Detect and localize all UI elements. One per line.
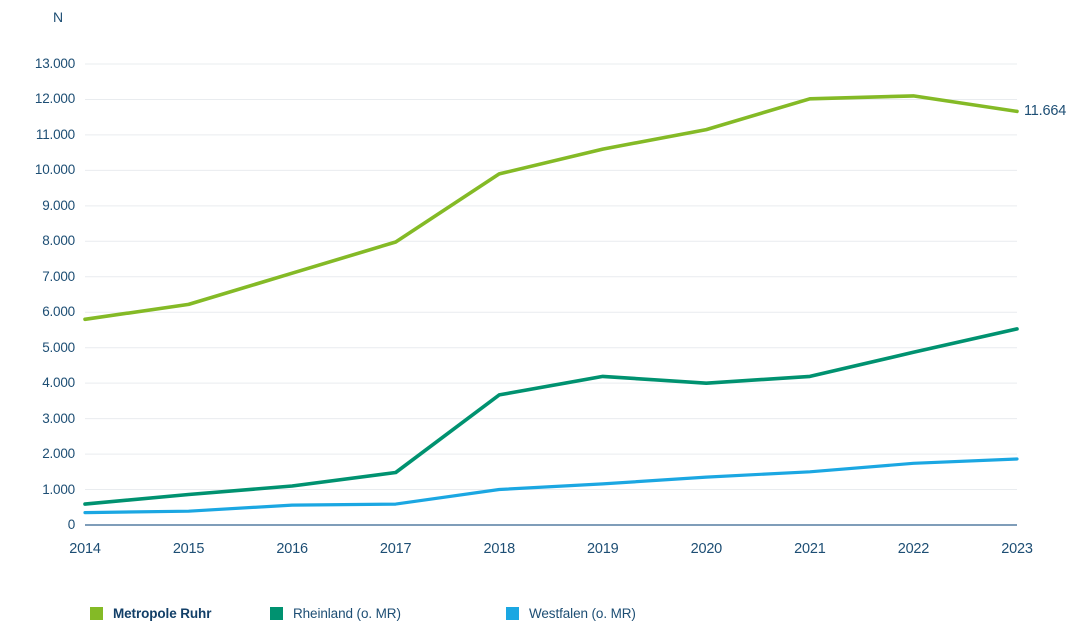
y-tick-label: 13.000 — [34, 56, 75, 71]
y-tick-label: 8.000 — [42, 233, 75, 249]
x-tick-label: 2017 — [379, 541, 412, 557]
x-tick-label: 2022 — [897, 541, 930, 557]
x-tick-label: 2014 — [69, 541, 101, 557]
legend-swatch-icon — [90, 606, 103, 620]
legend-label: Metropole Ruhr — [113, 605, 212, 621]
y-tick-label: 12.000 — [34, 91, 75, 107]
legend-swatch-icon — [270, 606, 283, 620]
line-rheinland-o-mr — [83, 327, 1019, 506]
y-tick-label: 3.000 — [42, 410, 75, 426]
y-tick-label: 1.000 — [42, 481, 75, 497]
x-tick-label: 2021 — [794, 541, 826, 557]
legend: Metropole Ruhr Rheinland (o. MR) Westfalen… — [0, 605, 1080, 625]
y-tick-label: 11.000 — [35, 126, 75, 142]
x-tick-label: 2020 — [690, 541, 723, 557]
x-tick-label: 2023 — [1001, 541, 1033, 557]
data-label-metropole-ruhr-2023: 11.664 — [1024, 103, 1067, 120]
gridlines — [85, 63, 1017, 491]
x-tick-label: 2018 — [483, 541, 515, 557]
x-tick-label: 2015 — [172, 541, 205, 557]
y-tick-label: 5.000 — [42, 339, 75, 355]
legend-label: Rheinland (o. MR) — [293, 605, 401, 621]
x-tick-label: 2016 — [276, 541, 308, 557]
series-lines — [83, 94, 1019, 515]
y-tick-label: 4.000 — [42, 375, 75, 391]
y-tick-label: 6.000 — [42, 304, 75, 320]
line-westfalen-o-mr — [83, 457, 1019, 515]
y-tick-label: 0 — [67, 517, 76, 532]
legend-item-westfalen-o-mr: Westfalen (o. MR) — [506, 605, 636, 621]
y-tick-label: 7.000 — [42, 268, 75, 284]
line-metropole-ruhr — [83, 94, 1019, 322]
y-tick-label: 10.000 — [34, 162, 75, 178]
legend-item-rheinland-o-mr: Rheinland (o. MR) — [270, 605, 401, 621]
y-axis-title: N — [53, 9, 64, 25]
legend-swatch-icon — [506, 606, 519, 620]
y-tick-label: 9.000 — [42, 197, 75, 213]
legend-item-metropole-ruhr: Metropole Ruhr — [90, 605, 211, 621]
legend-label: Westfalen (o. MR) — [529, 605, 636, 621]
x-tick-label: 2019 — [587, 541, 619, 557]
y-tick-label: 2.000 — [42, 446, 75, 462]
